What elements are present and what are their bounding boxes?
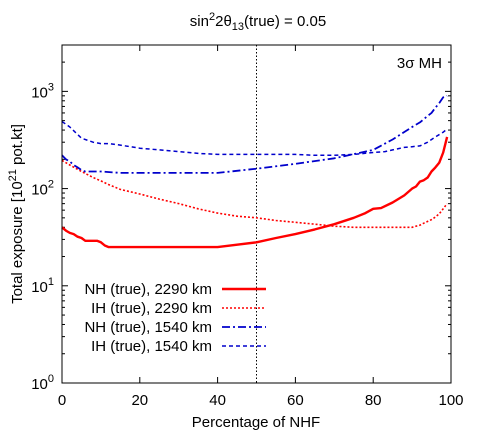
legend: NH (true), 2290 km IH (true), 2290 km NH (… [84,281,266,355]
legend-label-2: IH (true), 2290 km [91,300,212,317]
mh-annotation: 3σ MH [397,55,442,72]
series-line-3 [61,94,448,174]
y-title-part-c: pot.kt] [9,124,26,169]
x-tick-label: 100 [438,392,463,409]
series-line-1 [61,136,449,249]
series-line-2 [61,159,448,229]
series-line-4 [61,120,448,157]
y-title-part-b: 21 [7,169,19,181]
plot-title: sin22θ13(true) = 0.05 [190,11,326,33]
x-axis-title: Percentage of NHF [192,414,320,431]
legend-label-1: NH (true), 2290 km [84,281,212,298]
legend-label-3: NH (true), 1540 km [84,319,212,336]
legend-label-4: IH (true), 1540 km [91,338,212,355]
x-tick-label: 80 [365,392,382,409]
title-part-d: 13 [232,21,244,33]
y-axis-title: Total exposure [1021 pot.kt] [7,124,26,304]
title-part-c: 2θ [215,13,232,30]
y-tick-label: 103 [31,81,54,101]
title-part-a: sin [190,13,209,30]
y-tick-label: 101 [31,276,54,296]
x-tick-label: 20 [131,392,148,409]
x-tick-label: 40 [209,392,226,409]
title-part-b: 2 [209,11,215,23]
x-tick-label: 0 [58,392,66,409]
plot-frame [61,44,452,384]
x-tick-label: 60 [287,392,304,409]
y-tick-label: 102 [31,179,54,199]
y-title-part-a: Total exposure [10 [9,181,26,304]
y-tick-label: 100 [31,373,54,393]
plot-area: 0 20 40 60 80 100 100 101 102 103 [31,44,464,409]
title-part-e: (true) = 0.05 [244,13,326,30]
